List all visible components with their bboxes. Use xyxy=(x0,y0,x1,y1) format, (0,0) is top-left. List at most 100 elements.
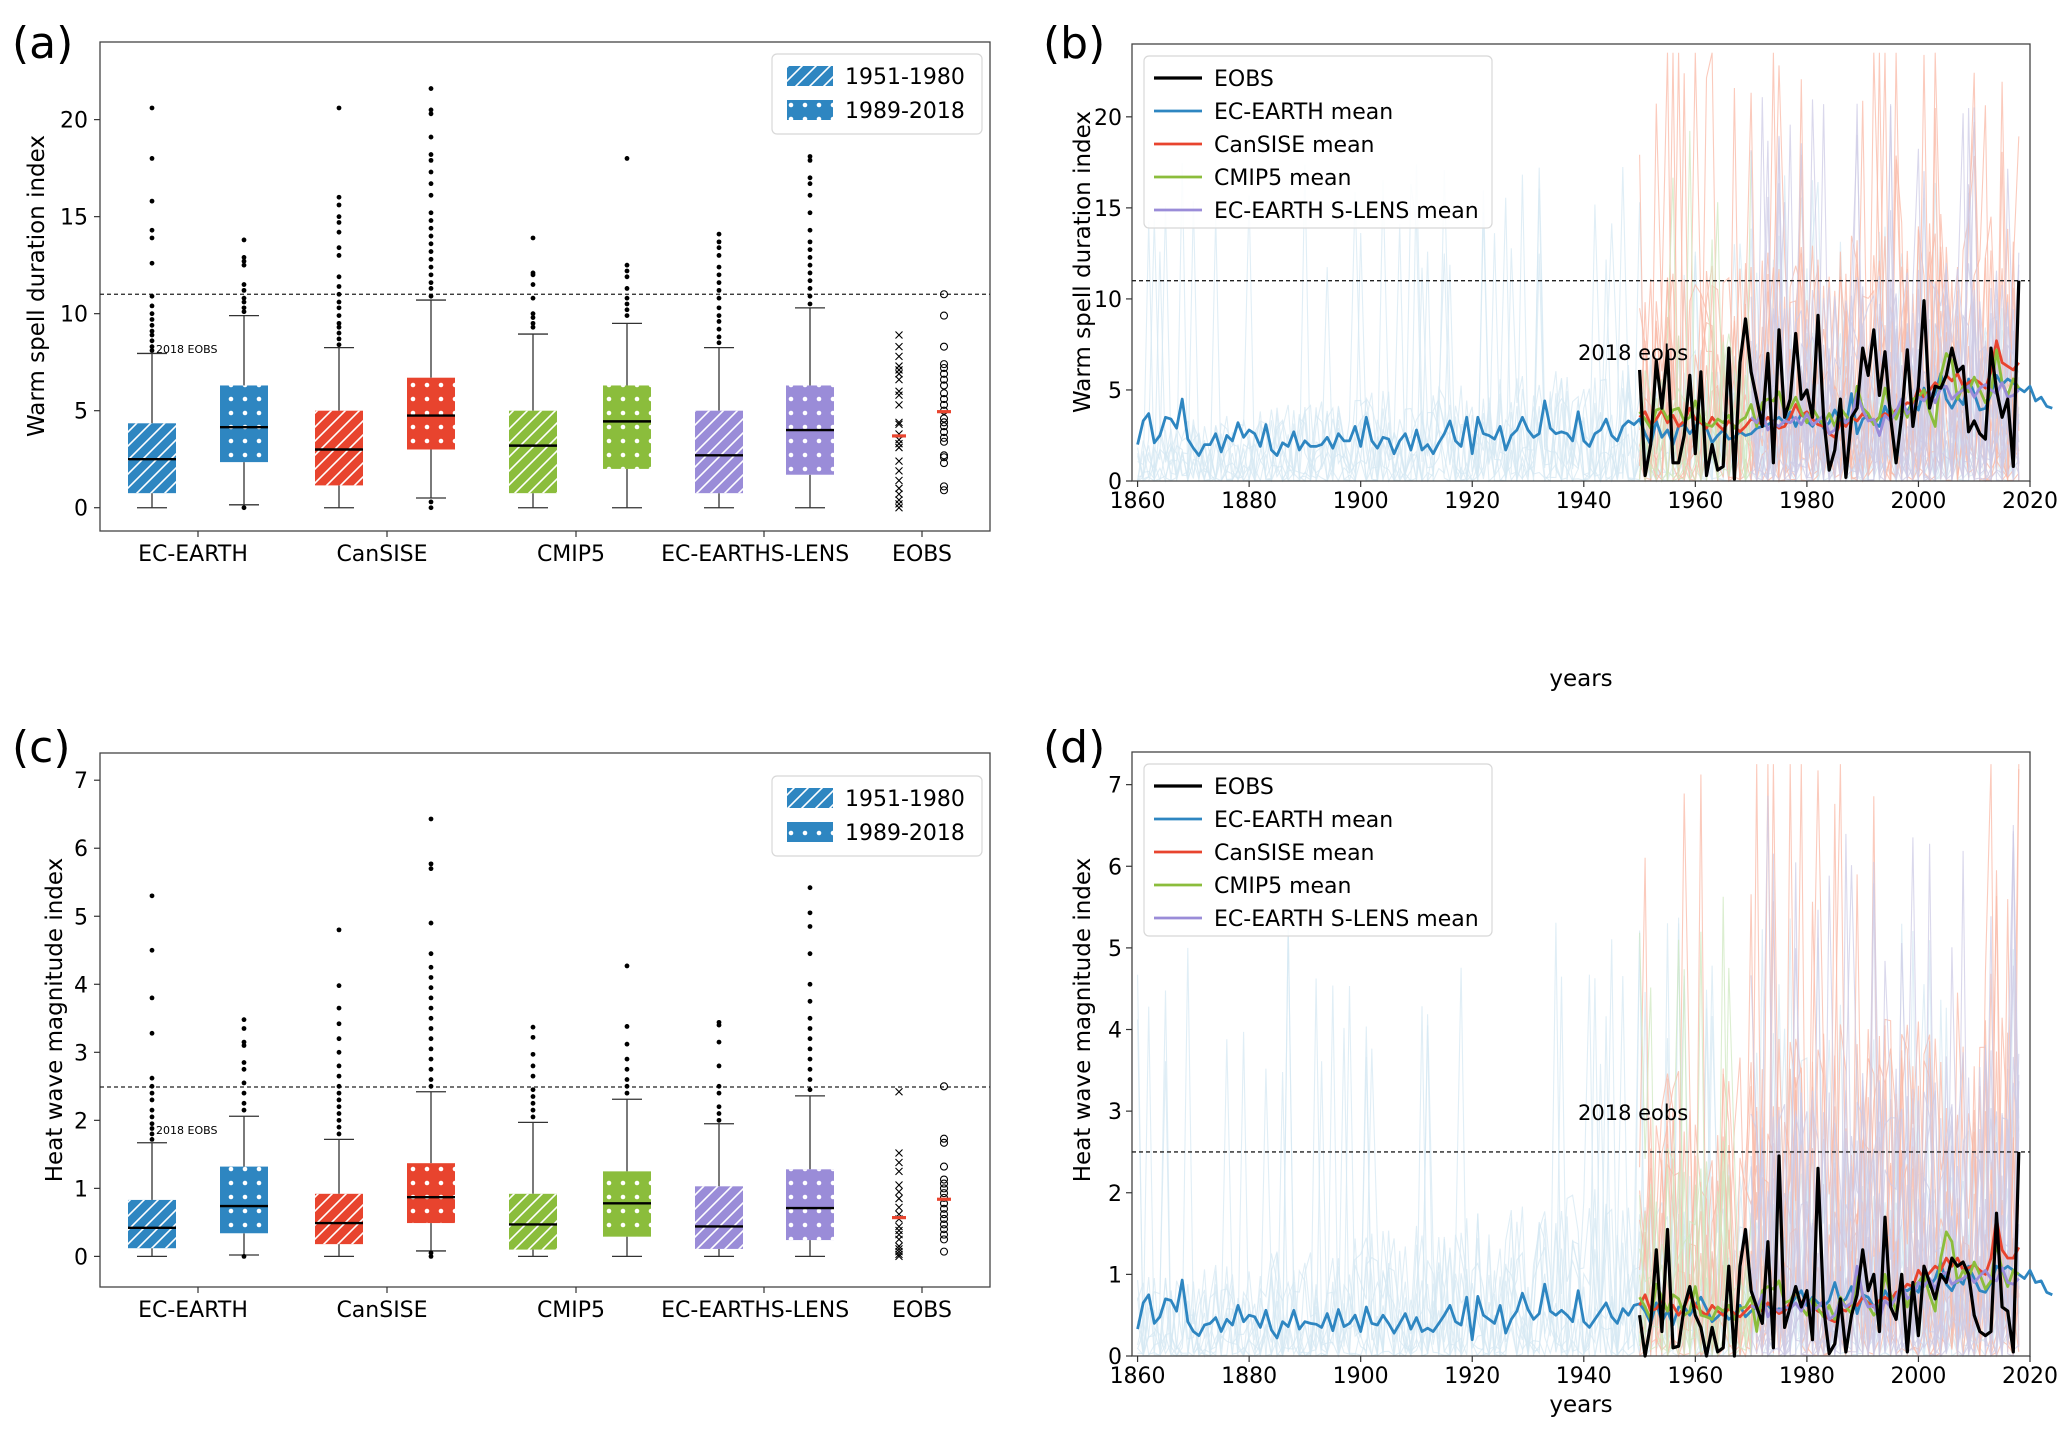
eobs-1951-1980 xyxy=(892,1087,906,1261)
outlier-point xyxy=(241,1043,247,1048)
eobs-x-marker xyxy=(895,443,903,452)
outlier-point xyxy=(807,951,813,957)
eobs-circle-marker xyxy=(939,486,949,495)
outlier-point xyxy=(336,1063,342,1069)
x-tick-label: 2000 xyxy=(1890,489,1946,514)
outlier-point xyxy=(716,1019,722,1025)
box-cansise-1951-1980 xyxy=(315,105,363,509)
outlier-point xyxy=(336,291,342,297)
outlier-point xyxy=(336,253,342,258)
eobs-circle-marker xyxy=(939,1189,949,1198)
y-tick-label: 3 xyxy=(1108,1100,1122,1125)
outlier-point xyxy=(149,105,155,111)
box-dots xyxy=(220,385,268,463)
x-tick-label: 1860 xyxy=(1110,1364,1166,1389)
outlier-point xyxy=(624,274,630,280)
legend-entry-label: EC-EARTH mean xyxy=(1214,808,1393,833)
eobs-circle-marker xyxy=(939,363,949,373)
outlier-point xyxy=(428,111,434,117)
eobs-x-marker xyxy=(895,1230,903,1239)
outlier-point xyxy=(624,286,630,291)
outlier-point xyxy=(336,927,342,933)
outlier-point xyxy=(624,156,630,161)
outlier-point xyxy=(807,981,813,987)
eobs-1951-1980 xyxy=(892,331,906,512)
x-tick-label: EOBS xyxy=(892,542,952,567)
legend-label-1951-1980: 1951-1980 xyxy=(845,787,965,812)
y-tick-label: 7 xyxy=(74,769,88,794)
x-tick-label: EC-EARTH xyxy=(661,1298,771,1323)
plot-frame xyxy=(1131,751,2031,1357)
outlier-point xyxy=(716,1117,722,1123)
outlier-point xyxy=(624,262,630,268)
panel-a-reference-label: 2018 EOBS xyxy=(156,343,217,356)
x-tick-label: CMIP5 xyxy=(537,1298,605,1323)
eobs-circle-marker xyxy=(939,1247,949,1256)
outlier-point xyxy=(428,1015,434,1021)
y-tick-label: 1 xyxy=(74,1177,88,1202)
outlier-point xyxy=(624,963,630,969)
outlier-point xyxy=(716,305,722,311)
x-tick-label: 1960 xyxy=(1667,489,1723,514)
series-line-eobs xyxy=(1638,280,2021,481)
ensemble-member-line xyxy=(1137,921,2020,1358)
x-tick-label: 1940 xyxy=(1556,1364,1612,1389)
outlier-point xyxy=(530,320,536,326)
outlier-point xyxy=(428,1253,434,1259)
box-ec-earth-1951-1980 xyxy=(128,893,176,1258)
panel-d-y-axis-label: Heat wave magnitude index xyxy=(1070,858,1096,1183)
eobs-circle-marker xyxy=(939,418,949,427)
outlier-point xyxy=(807,278,813,284)
panel-b-reference-label: 2018 eobs xyxy=(1578,341,1688,365)
legend-frame xyxy=(1143,763,1493,937)
panel-b-x-axis-label: years xyxy=(1549,666,1612,692)
outlier-point xyxy=(336,313,342,319)
series-line-ec-earth-s-lens-mean xyxy=(1750,381,2020,437)
eobs-x-marker xyxy=(895,387,903,396)
outlier-point xyxy=(336,105,342,111)
outlier-point xyxy=(149,1131,155,1137)
outlier-point xyxy=(336,1090,342,1096)
outlier-point xyxy=(428,181,434,187)
series-line-ec-earth-s-lens-mean xyxy=(1750,1264,2020,1321)
outlier-point xyxy=(530,1094,536,1099)
outlier-point xyxy=(336,1104,342,1110)
outlier-point xyxy=(149,332,155,338)
eobs-circle-marker xyxy=(939,311,949,320)
panel-d-plot-area xyxy=(1131,751,2053,1358)
x-tick-label: 1920 xyxy=(1444,489,1500,514)
legend-swatch-hatch xyxy=(787,788,833,808)
panel-label-a: (a) xyxy=(12,18,73,69)
box-ec-earth-s-lens-1989-2018 xyxy=(786,154,834,509)
legend-entry-label: EOBS xyxy=(1214,67,1274,92)
eobs-circle-marker xyxy=(939,433,949,442)
outlier-point xyxy=(807,227,813,233)
outlier-point xyxy=(530,1063,536,1069)
y-tick-label: 2 xyxy=(74,1109,88,1134)
outlier-point xyxy=(716,334,722,340)
eobs-x-marker xyxy=(895,1242,903,1251)
outlier-point xyxy=(624,307,630,313)
outlier-point xyxy=(530,324,536,330)
panel-a-y-axis: 0 5 10 15 20 xyxy=(60,109,100,522)
outlier-point xyxy=(336,342,342,348)
outlier-point xyxy=(716,326,722,332)
box-ec-earth-1951-1980 xyxy=(128,105,176,509)
outlier-point xyxy=(807,1077,813,1082)
outlier-point xyxy=(530,1087,536,1093)
ensemble-member-line xyxy=(1750,140,2020,482)
eobs-circle-marker xyxy=(939,422,949,431)
outlier-point xyxy=(716,340,722,346)
x-tick-label: 1900 xyxy=(1333,489,1389,514)
outlier-point xyxy=(530,1073,536,1079)
eobs-circle-marker xyxy=(939,451,949,460)
box-hatch xyxy=(509,410,557,494)
x-tick-label: 1920 xyxy=(1444,1364,1500,1389)
eobs-1989-2018 xyxy=(937,290,951,495)
eobs-x-marker xyxy=(895,499,903,508)
outlier-point xyxy=(807,910,813,916)
ensemble-member-line xyxy=(1639,932,1752,1356)
y-tick-label: 4 xyxy=(1108,1019,1122,1044)
outlier-point xyxy=(149,328,155,334)
legend-swatch-dots xyxy=(787,822,833,842)
